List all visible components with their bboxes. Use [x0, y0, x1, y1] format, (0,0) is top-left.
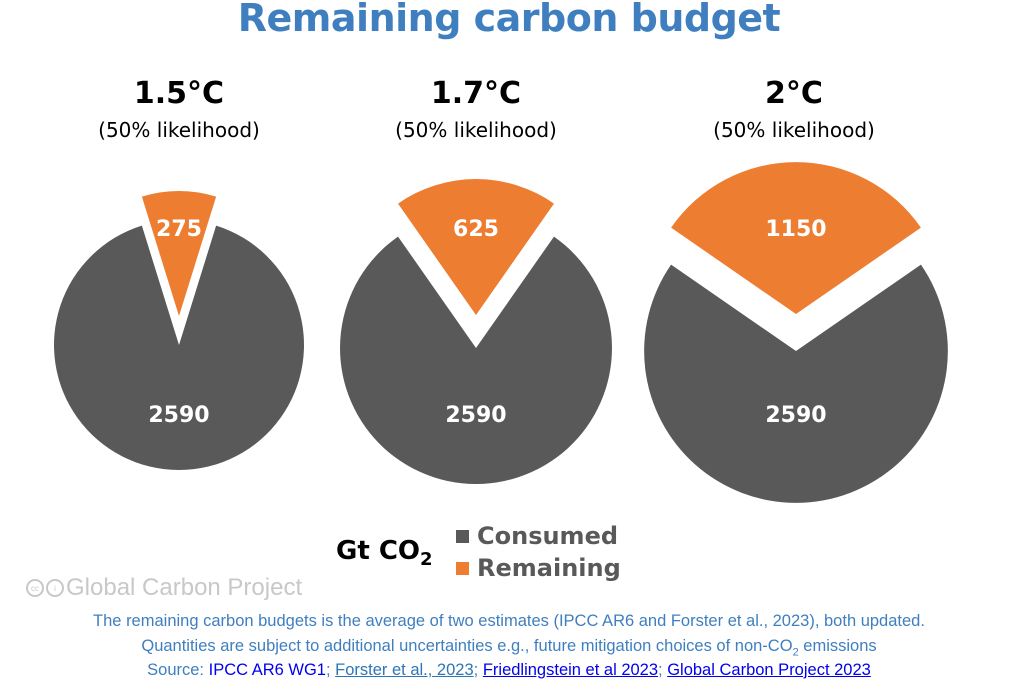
legend-remaining: Remaining — [456, 554, 621, 582]
unit-label: Gt CO2 — [336, 536, 433, 571]
pie-1-consumed-label: 2590 — [148, 403, 209, 428]
pie-1-likelihood: (50% likelihood) — [98, 118, 260, 142]
pie-1-remaining-slice — [141, 191, 217, 316]
footnote-1: The remaining carbon budgets is the aver… — [93, 612, 925, 630]
by-icon: i — [46, 579, 64, 597]
source-link-gcp[interactable]: Global Carbon Project 2023 — [667, 661, 871, 679]
pie-3-remaining-slice — [671, 162, 921, 314]
pie-3-consumed-slice — [644, 264, 948, 503]
pie-3-consumed-label: 2590 — [765, 403, 826, 428]
source-line: Source: IPCC AR6 WG1; Forster et al., 20… — [147, 661, 871, 679]
source-link-forster[interactable]: Forster et al., 2023 — [335, 661, 474, 679]
pie-1-temperature: 1.5°C — [133, 76, 225, 111]
pie-2-temperature: 1.7°C — [430, 76, 522, 111]
legend-consumed: Consumed — [456, 522, 618, 550]
source-link-ipcc[interactable]: IPCC AR6 WG1 — [208, 661, 326, 679]
pie-1-remaining-label: 275 — [156, 217, 202, 242]
source-link-friedlingstein[interactable]: Friedlingstein et al 2023 — [482, 661, 659, 679]
watermark: cc i Global Carbon Project — [26, 574, 302, 602]
pie-3-remaining-label: 1150 — [765, 217, 826, 242]
chart-title: Remaining carbon budget — [237, 0, 781, 40]
footnote-2: Quantities are subject to additional unc… — [141, 637, 877, 659]
pie-2-remaining-slice — [398, 179, 554, 315]
pie-2-consumed-slice — [340, 236, 612, 484]
pie-3-temperature: 2°C — [765, 76, 823, 111]
pie-2-remaining-label: 625 — [453, 217, 499, 242]
pie-3-likelihood: (50% likelihood) — [713, 118, 875, 142]
legend-swatch-remaining — [456, 561, 469, 575]
pie-1-consumed-slice — [54, 225, 304, 470]
pie-2-likelihood: (50% likelihood) — [395, 118, 557, 142]
legend-swatch-consumed — [456, 529, 469, 543]
cc-icon: cc — [26, 579, 44, 597]
pie-2-consumed-label: 2590 — [445, 403, 506, 428]
